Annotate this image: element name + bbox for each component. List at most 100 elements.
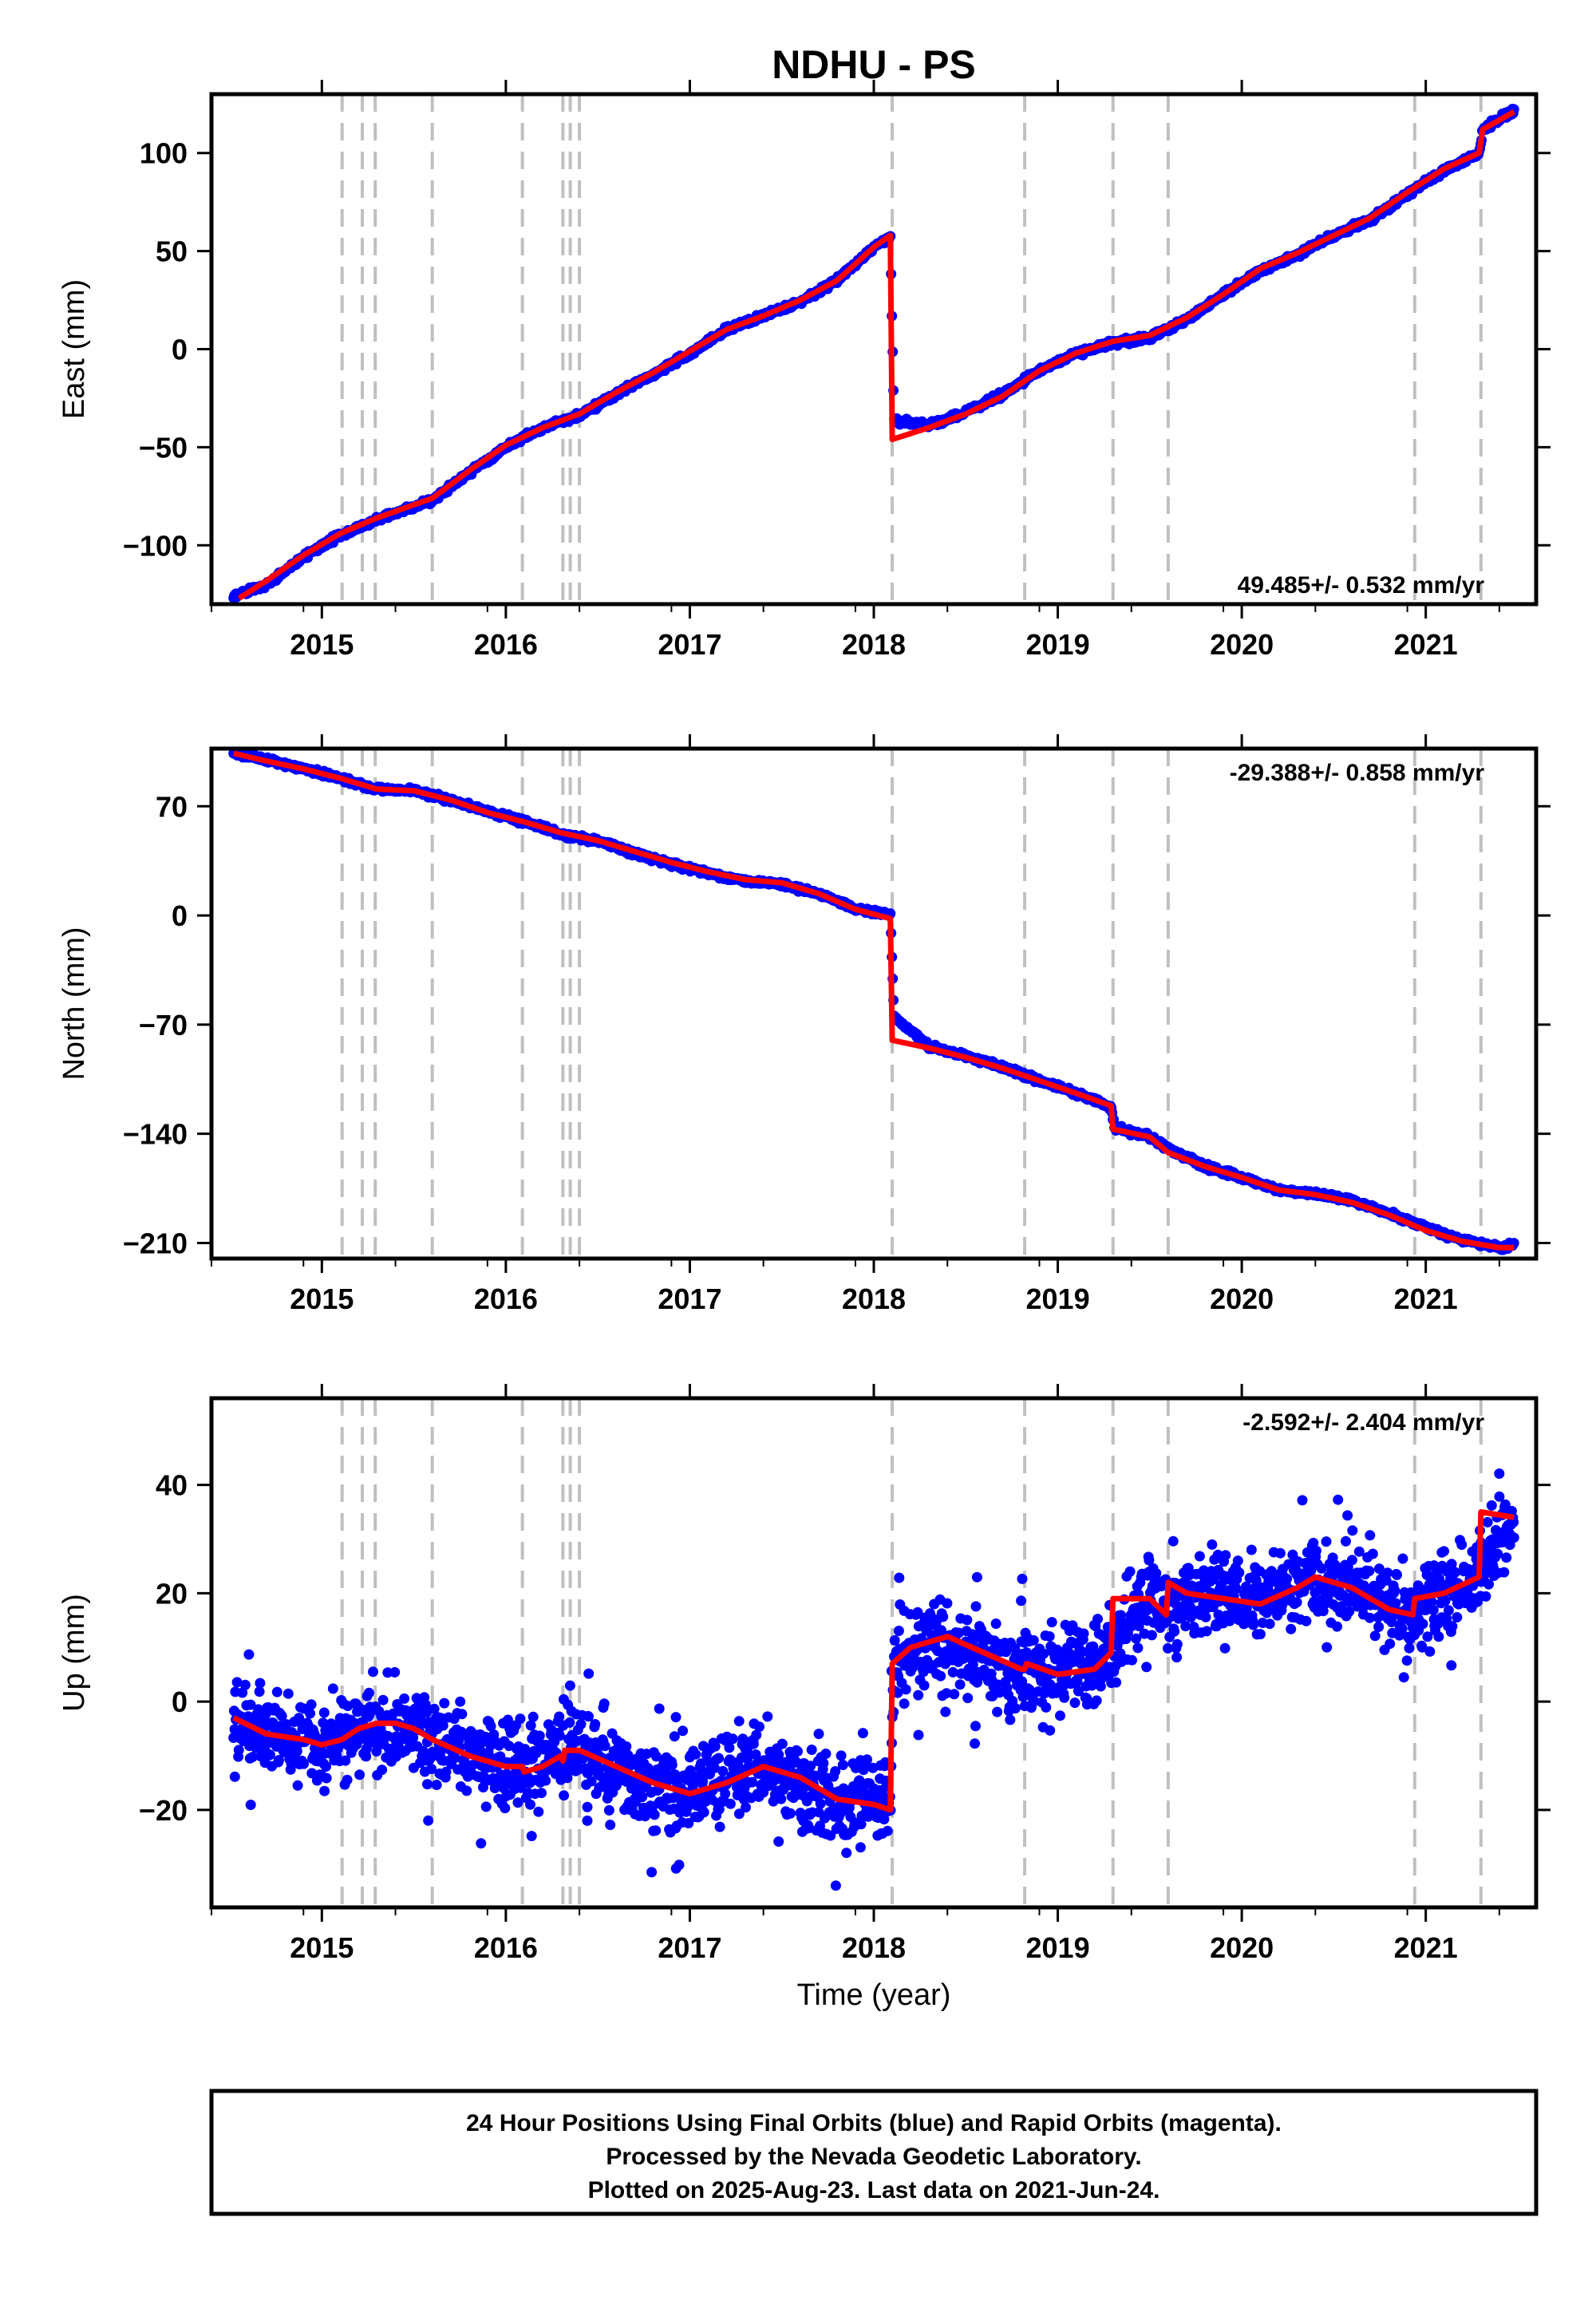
data-point bbox=[649, 1809, 660, 1820]
data-point bbox=[741, 1802, 751, 1813]
data-point bbox=[650, 1825, 662, 1836]
data-point bbox=[725, 1798, 736, 1809]
x-tick-label: 2019 bbox=[1026, 628, 1090, 661]
data-point bbox=[534, 1730, 545, 1741]
data-point bbox=[455, 1696, 466, 1707]
data-point bbox=[525, 1720, 536, 1731]
data-point bbox=[253, 1704, 264, 1715]
data-point bbox=[599, 1741, 610, 1752]
y-tick-label: 70 bbox=[156, 790, 188, 823]
data-point bbox=[717, 1765, 729, 1777]
data-point bbox=[564, 1717, 575, 1728]
data-point bbox=[650, 1751, 662, 1762]
data-point bbox=[792, 1746, 803, 1757]
data-point bbox=[742, 1753, 753, 1765]
panel-frame-north bbox=[209, 746, 1539, 1261]
y-tick-label: −140 bbox=[123, 1118, 188, 1151]
data-point bbox=[1069, 1697, 1080, 1709]
data-point bbox=[882, 1825, 893, 1836]
data-point bbox=[642, 1763, 654, 1773]
plot-area-east bbox=[228, 94, 1519, 604]
data-point bbox=[947, 1666, 958, 1678]
data-point bbox=[536, 1788, 547, 1799]
data-point bbox=[892, 1687, 903, 1698]
x-tick-label: 2018 bbox=[842, 628, 906, 661]
data-point bbox=[399, 1693, 410, 1704]
data-point bbox=[820, 1749, 832, 1759]
data-point bbox=[815, 1798, 826, 1809]
data-point bbox=[949, 1689, 960, 1700]
data-point bbox=[527, 1711, 539, 1722]
data-point bbox=[305, 1708, 316, 1719]
data-point bbox=[970, 1601, 982, 1612]
x-tick-label: 2017 bbox=[658, 628, 721, 661]
data-point bbox=[918, 1680, 930, 1691]
data-point bbox=[274, 1755, 284, 1765]
data-point bbox=[377, 1765, 388, 1776]
data-point bbox=[254, 1686, 265, 1697]
data-point bbox=[862, 1754, 872, 1765]
data-point bbox=[935, 1670, 946, 1682]
y-tick-label: −50 bbox=[139, 431, 188, 464]
data-point bbox=[306, 1699, 317, 1710]
panel-north: 2015 2016 2017 2018 2019 2020 2021−210−140−700… bbox=[57, 734, 1551, 1315]
y-axis-label-east: East (mm) bbox=[57, 279, 91, 419]
data-point bbox=[408, 1732, 419, 1743]
model-line-east bbox=[237, 109, 1516, 601]
data-point bbox=[709, 1762, 720, 1773]
data-point bbox=[714, 1821, 725, 1832]
data-point bbox=[747, 1777, 758, 1788]
data-point bbox=[559, 1790, 570, 1801]
data-point bbox=[709, 1741, 721, 1752]
data-point bbox=[1046, 1617, 1057, 1628]
data-point bbox=[962, 1693, 974, 1704]
x-tick-label: 2020 bbox=[1210, 1282, 1274, 1315]
data-point bbox=[907, 1662, 918, 1673]
chart-title: NDHU - PS bbox=[772, 42, 976, 87]
data-point bbox=[913, 1690, 924, 1701]
x-tick-label: 2016 bbox=[474, 1282, 538, 1315]
data-point bbox=[276, 1710, 287, 1721]
data-point bbox=[478, 1782, 488, 1792]
data-point bbox=[750, 1749, 761, 1760]
data-point bbox=[540, 1775, 551, 1786]
data-point bbox=[363, 1687, 374, 1698]
data-point bbox=[503, 1714, 513, 1725]
data-point bbox=[990, 1618, 1001, 1629]
data-point bbox=[429, 1703, 440, 1714]
data-point bbox=[698, 1807, 709, 1818]
data-point bbox=[456, 1709, 468, 1720]
data-point bbox=[586, 1776, 597, 1787]
data-point bbox=[954, 1679, 966, 1690]
data-point bbox=[942, 1598, 953, 1609]
data-point bbox=[837, 1760, 848, 1770]
data-point bbox=[1073, 1686, 1084, 1697]
data-point bbox=[776, 1738, 788, 1749]
data-point bbox=[461, 1785, 472, 1796]
data-point bbox=[1111, 1677, 1122, 1688]
data-point bbox=[1009, 1703, 1021, 1713]
data-point bbox=[1078, 1628, 1089, 1639]
rate-label-east: 49.485+/- 0.532 mm/yr bbox=[1238, 572, 1485, 599]
x-tick-label: 2021 bbox=[1394, 1282, 1458, 1315]
data-point bbox=[713, 1804, 725, 1815]
plot-area-north bbox=[228, 749, 1519, 1259]
data-point bbox=[785, 1808, 796, 1819]
data-point bbox=[967, 1659, 978, 1670]
data-point bbox=[720, 1788, 731, 1799]
data-point bbox=[678, 1725, 689, 1737]
data-point bbox=[762, 1711, 773, 1722]
data-point bbox=[666, 1760, 678, 1770]
data-point bbox=[437, 1720, 448, 1731]
data-point bbox=[449, 1753, 460, 1764]
data-point bbox=[637, 1792, 648, 1803]
data-point bbox=[264, 1749, 275, 1761]
data-point bbox=[298, 1758, 309, 1769]
y-tick-label: 0 bbox=[172, 899, 188, 932]
panel-frame-east bbox=[209, 92, 1539, 607]
y-axis-label-north: North (mm) bbox=[57, 927, 91, 1080]
x-tick-label: 2016 bbox=[474, 628, 538, 661]
x-tick-label: 2015 bbox=[290, 1282, 354, 1315]
data-point bbox=[830, 1766, 841, 1777]
